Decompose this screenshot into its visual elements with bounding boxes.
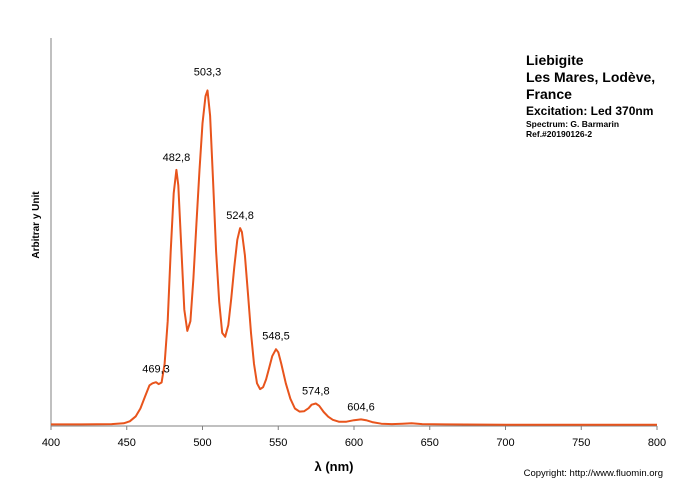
excitation-info: Excitation: Led 370nm [526, 104, 653, 118]
x-tick-label: 800 [648, 437, 666, 449]
mineral-name: Liebigite [526, 52, 584, 68]
peak-label: 482,8 [163, 152, 191, 164]
x-tick-label: 400 [42, 437, 60, 449]
peak-label: 604,6 [347, 401, 375, 413]
peak-label: 524,8 [226, 210, 254, 222]
peak-label: 469,3 [142, 363, 170, 375]
spectrum-credit: Spectrum: G. Barmarin [526, 119, 619, 129]
x-axis-title: λ (nm) [315, 459, 354, 474]
x-tick-label: 600 [345, 437, 363, 449]
x-tick-label: 700 [496, 437, 514, 449]
x-tick-label: 450 [118, 437, 136, 449]
locality-line-2: France [526, 86, 572, 102]
peak-label: 574,8 [302, 385, 330, 397]
x-tick-label: 750 [572, 437, 590, 449]
peak-label: 548,5 [262, 330, 290, 342]
x-tick-label: 550 [269, 437, 287, 449]
x-tick-label: 500 [193, 437, 211, 449]
reference-number: Ref.#20190126-2 [526, 129, 592, 139]
locality-line-1: Les Mares, Lodève, [526, 69, 655, 85]
x-tick-label: 650 [421, 437, 439, 449]
peak-labels: 469,3 482,8 503,3 524,8 548,5 574,8 604,6 [142, 67, 375, 414]
x-tick-labels: 400 450 500 550 600 650 700 750 800 [42, 426, 666, 449]
peak-label: 503,3 [194, 67, 222, 79]
spectrum-line [51, 89, 657, 426]
copyright-notice: Copyright: http://www.fluomin.org [524, 468, 663, 479]
y-axis-title: Arbitrar y Unit [31, 191, 42, 259]
